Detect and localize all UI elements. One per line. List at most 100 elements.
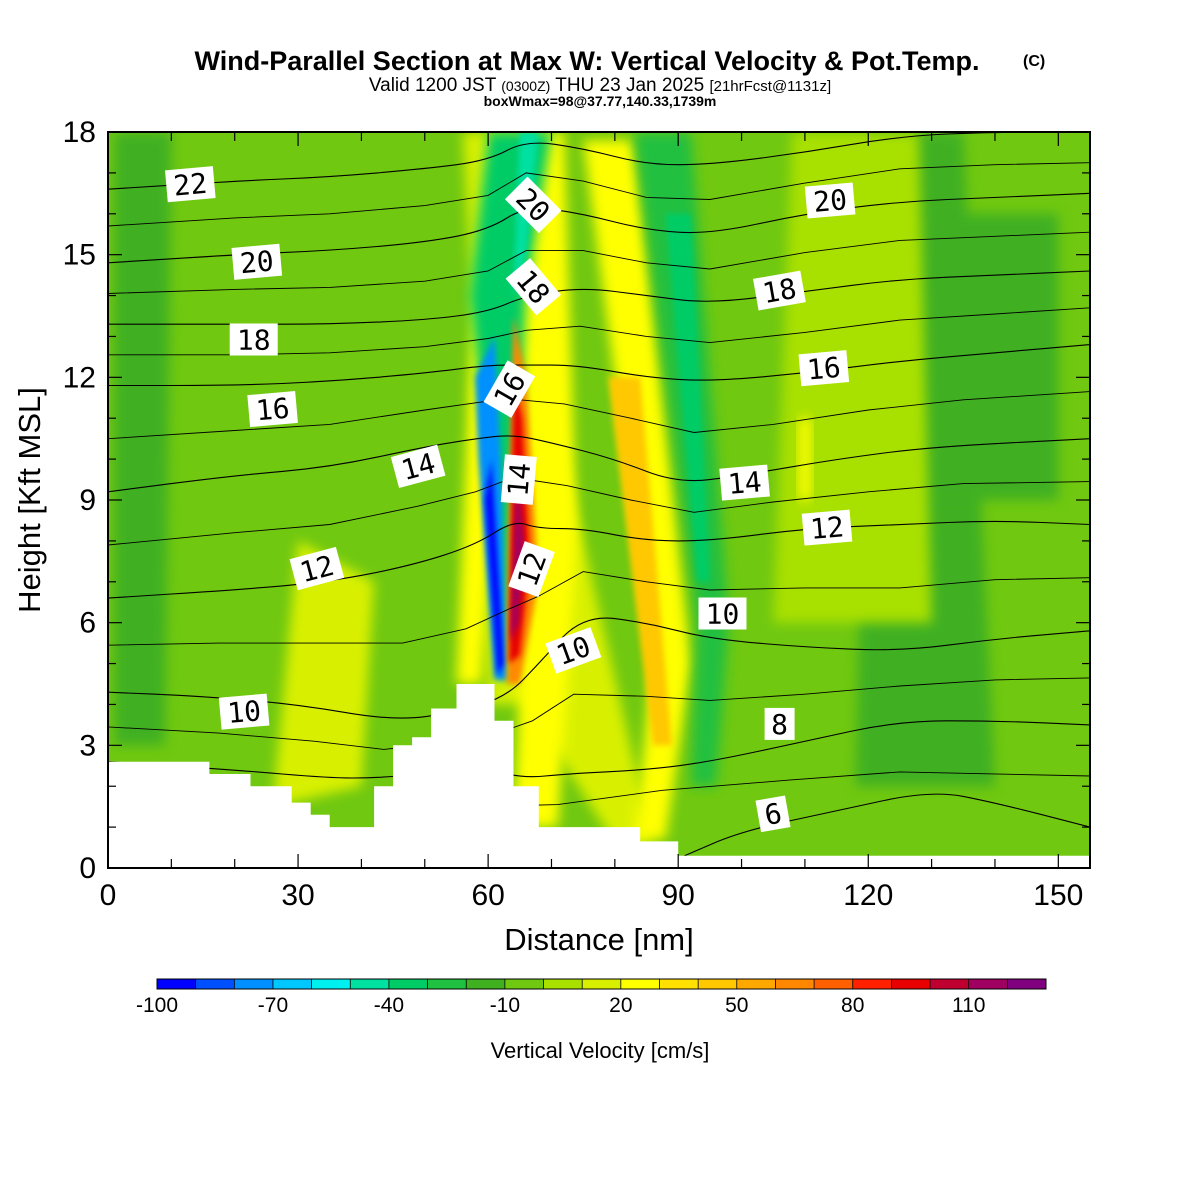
contour-label-box: [698, 597, 747, 630]
contour-label-18: 18: [505, 258, 561, 316]
contour-label-text: 16: [254, 392, 290, 428]
colorbar-swatch: [775, 979, 815, 989]
contour-label-box: [504, 176, 562, 234]
contour-label-box: [753, 270, 806, 311]
theta-contour-22: [108, 132, 1090, 190]
field-lee-downdraft-core: [485, 459, 504, 676]
contour-label-box: [247, 390, 298, 428]
contour-label-box: [165, 166, 216, 203]
contour-label-18: 18: [229, 323, 278, 357]
colorbar-swatch: [620, 979, 660, 989]
contour-label-14: 14: [719, 464, 770, 501]
colorbar-swatch: [930, 979, 970, 989]
x-tick-label: 30: [281, 879, 314, 912]
theta-contour-minor: [108, 391, 1090, 440]
y-tick-label: 9: [79, 484, 96, 517]
colorbar-swatch: [311, 979, 351, 989]
contour-label-text: 16: [806, 351, 842, 387]
colorbar-swatch: [814, 979, 854, 989]
contour-label-text: 22: [172, 167, 208, 203]
colorbar-swatch: [698, 979, 738, 989]
x-tick-label: 0: [100, 879, 117, 912]
colorbar-swatch: [659, 979, 699, 989]
contour-label-box: [545, 627, 602, 674]
contour-label-text: 12: [809, 510, 845, 546]
contour-label-20: 20: [231, 243, 283, 280]
axes: 0 30 60 90 120 150 0 3 6 9 12 15 18: [63, 116, 1090, 912]
contour-label-text: 10: [226, 694, 262, 730]
field-up-band-88: [608, 377, 672, 746]
contour-label-box: [798, 350, 850, 387]
field-down-band-93b: [665, 213, 710, 582]
contour-label-box: [719, 464, 770, 501]
colorbar-label: -100: [136, 994, 178, 1017]
contour-label-text: 14: [726, 465, 762, 501]
contour-label-box: [755, 795, 791, 833]
colorbar: -100 -70 -40 -10 20 50 80 110: [136, 978, 1047, 1017]
field-small-up: [798, 418, 812, 500]
colorbar-swatch: [466, 979, 506, 989]
y-tick-label: 0: [79, 852, 96, 885]
contour-label-box: [764, 707, 795, 740]
chart-subtitle: Valid 1200 JST (0300Z) THU 23 Jan 2025 […: [369, 75, 831, 96]
theta-contour-14: [108, 435, 1090, 493]
x-tick-label: 60: [471, 879, 504, 912]
colorbar-swatch: [543, 979, 583, 989]
colorbar-swatch: [736, 979, 776, 989]
contour-label-14: 14: [390, 444, 446, 489]
y-tick-label: 18: [63, 116, 96, 149]
colorbar-swatch: [157, 979, 197, 989]
contour-label-20: 20: [504, 176, 562, 234]
colorbar-label: -40: [374, 994, 404, 1017]
contour-label-18: 18: [753, 270, 806, 311]
colorbar-label: 110: [952, 994, 985, 1017]
contour-label-text: 10: [706, 598, 740, 631]
chart-title: Wind-Parallel Section at Max W: Vertical…: [195, 46, 980, 76]
contour-label-text: 8: [771, 708, 788, 741]
theta-contour-minor: [108, 571, 1090, 646]
theta-contour-minor: [108, 162, 1090, 227]
x-tick-label: 120: [843, 879, 893, 912]
y-tick-label: 3: [79, 729, 96, 762]
y-axis-title: Height [Kft MSL]: [12, 387, 47, 613]
theta-contour-minor: [108, 677, 1090, 750]
contour-label-16: 16: [247, 390, 298, 428]
theta-contour-12: [108, 520, 1090, 599]
field-updraft-peak: [510, 459, 524, 644]
colorbar-swatch: [350, 979, 390, 989]
field-weak-down-right-2: [899, 213, 1059, 501]
field-near-zero-right: [773, 132, 932, 623]
contour-label-box: [390, 444, 446, 489]
x-axis-title: Distance [nm]: [504, 922, 694, 957]
colorbar-swatch: [195, 979, 235, 989]
contour-label-text: 14: [501, 461, 537, 497]
contour-label-text: 20: [239, 244, 275, 280]
contour-label-box: [289, 546, 345, 591]
y-tick-label: 6: [79, 607, 96, 640]
contour-label-14: 14: [500, 454, 537, 505]
theta-contour-minor: [108, 231, 1090, 294]
contour-label-box: [231, 243, 283, 280]
colorbar-swatch: [504, 979, 545, 989]
contour-label-box: [218, 693, 270, 730]
contour-label-text: 18: [237, 324, 271, 357]
contour-label-12: 12: [801, 509, 853, 546]
theta-contour-minor: [108, 477, 1090, 546]
contour-label-10: 10: [218, 693, 270, 730]
contour-label-box: [508, 541, 555, 598]
colorbar-label: -10: [490, 994, 520, 1017]
contour-label-text: 6: [762, 797, 784, 832]
contour-label-20: 20: [804, 182, 856, 219]
x-tick-label: 150: [1033, 879, 1083, 912]
colorbar-label: 50: [725, 994, 748, 1017]
colorbar-swatch: [234, 979, 274, 989]
contour-label-6: 6: [755, 795, 791, 833]
y-tick-label: 15: [63, 239, 96, 272]
contour-label-8: 8: [764, 707, 795, 741]
contour-label-box: [804, 182, 856, 219]
theta-contour-16: [108, 344, 1090, 387]
field-weak-down-left: [114, 132, 172, 746]
chart-subtitle-2: boxWmax=98@37.77,140.33,1739m: [484, 93, 717, 109]
theta-contour-6: [684, 793, 1090, 857]
